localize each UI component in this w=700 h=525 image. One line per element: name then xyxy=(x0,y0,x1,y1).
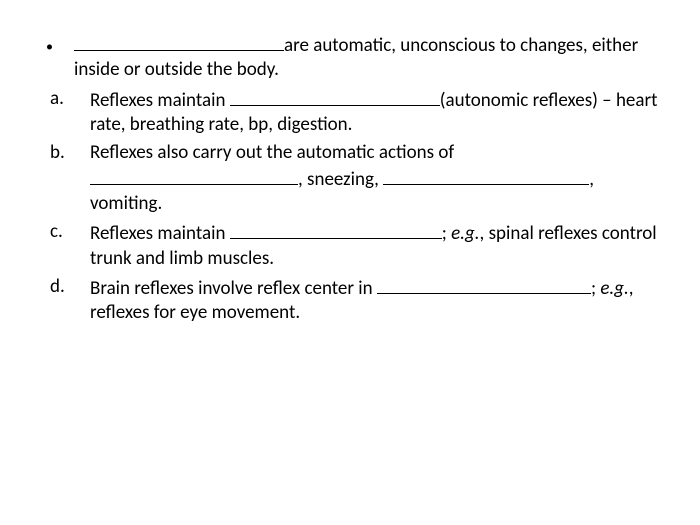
blank-d xyxy=(377,275,591,294)
lead-text: are automatic, unconscious to changes, e… xyxy=(74,32,660,83)
item-d-text: Brain reflexes involve reflex center in … xyxy=(90,275,660,326)
bullet-dot-icon: • xyxy=(46,32,74,54)
item-b: b. Reflexes also carry out the automatic… xyxy=(46,141,660,216)
item-d-sep: ; xyxy=(591,277,600,300)
blank-a xyxy=(230,87,440,106)
item-a-text: Reflexes maintain (autonomic reflexes) –… xyxy=(90,87,660,138)
lead-bullet: • are automatic, unconscious to changes,… xyxy=(46,32,660,83)
item-c-marker: c. xyxy=(46,220,90,244)
item-c-eg: e.g. xyxy=(451,222,479,245)
item-a: a. Reflexes maintain (autonomic reflexes… xyxy=(46,87,660,138)
blank-lead xyxy=(74,32,284,51)
item-c-pre: Reflexes maintain xyxy=(90,222,230,245)
item-b-pre: Reflexes also carry out the automatic ac… xyxy=(90,141,454,164)
item-c-sep: ; xyxy=(442,222,451,245)
item-b-marker: b. xyxy=(46,141,90,165)
item-c-text: Reflexes maintain ; e.g., spinal reflexe… xyxy=(90,220,660,271)
blank-c xyxy=(230,220,442,239)
blank-b1 xyxy=(90,166,298,185)
item-d-eg: e.g. xyxy=(600,277,628,300)
item-b-mid: , sneezing, xyxy=(298,168,383,191)
blank-b2 xyxy=(383,166,589,185)
item-d-pre: Brain reflexes involve reflex center in xyxy=(90,277,377,300)
item-a-pre: Reflexes maintain xyxy=(90,89,230,112)
item-d: d. Brain reflexes involve reflex center … xyxy=(46,275,660,326)
item-d-marker: d. xyxy=(46,275,90,299)
item-b-text: Reflexes also carry out the automatic ac… xyxy=(90,141,660,216)
item-c: c. Reflexes maintain ; e.g., spinal refl… xyxy=(46,220,660,271)
item-a-marker: a. xyxy=(46,87,90,111)
slide-body: • are automatic, unconscious to changes,… xyxy=(0,0,700,326)
